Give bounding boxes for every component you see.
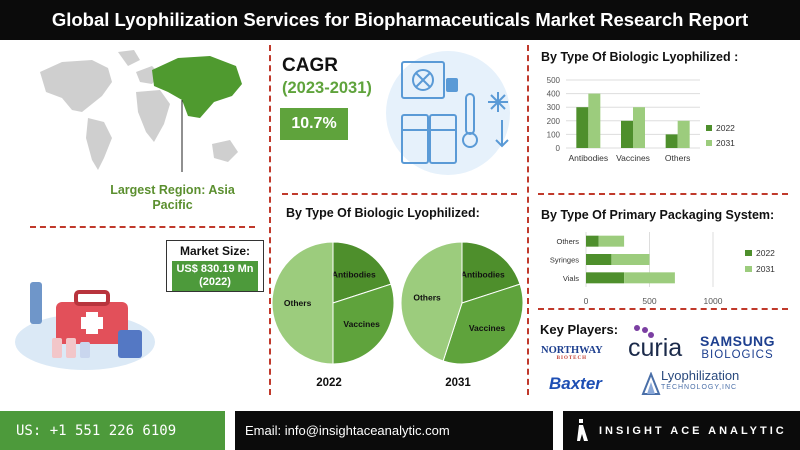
pie-2022-slice-antibodies <box>332 241 392 304</box>
curia-dots-icon <box>634 325 640 331</box>
pie-year-label: 2031 <box>445 377 471 389</box>
pie-2022-slice-vaccines <box>332 283 395 365</box>
hbar-others-2031 <box>598 235 625 247</box>
pie-slice-label: Vaccines <box>343 319 380 329</box>
hbar-syringes-2031 <box>611 254 650 265</box>
footer-email: Email: info@insightaceanalytic.com <box>235 411 553 450</box>
divider-right <box>527 45 529 395</box>
bar-ytick-label: 500 <box>547 76 561 85</box>
bar-ytick-label: 300 <box>547 103 561 112</box>
lyophilization-logo-icon <box>641 372 661 395</box>
bar-legend-label: 2022 <box>716 123 735 133</box>
hbar-xtick-label: 0 <box>584 296 589 306</box>
samsung-biologics-logo: SAMSUNG BIOLOGICS <box>700 334 775 362</box>
baxter-logo: Baxter <box>549 374 602 393</box>
bar-others-2022 <box>665 134 678 148</box>
pie-slice-label: Vaccines <box>469 323 506 333</box>
divider-middle-horizontal <box>282 193 517 195</box>
bar-ytick-label: 200 <box>547 117 561 126</box>
report-title: Global Lyophilization Services for Bioph… <box>0 0 800 40</box>
northway-logo-name: NORTHWAY <box>541 345 603 356</box>
curia-logo: curia <box>628 325 683 363</box>
bar-legend-label: 2031 <box>716 138 735 148</box>
hbar-legend-label: 2022 <box>756 248 775 258</box>
market-size-value: US$ 830.19 Mn (2022) <box>172 261 258 291</box>
brand-logo-icon <box>577 419 588 441</box>
bar-category-label: Others <box>665 153 691 163</box>
bar-legend-swatch <box>706 125 712 131</box>
asia-pacific-region <box>152 56 242 118</box>
key-players-title: Key Players: <box>540 322 619 337</box>
cagr-title: CAGR <box>282 55 338 76</box>
bar-vaccines-2031 <box>633 107 645 148</box>
packaging-chart-title: By Type Of Primary Packaging System: <box>541 208 775 222</box>
market-size-box: Market Size: US$ 830.19 Mn (2022) <box>166 240 264 292</box>
pie-2031-slice-others <box>400 241 463 362</box>
cagr-years: (2023-2031) <box>282 79 372 97</box>
samsung-logo-name: SAMSUNG <box>700 333 776 349</box>
northway-logo-sub: BIOTECH <box>556 356 588 361</box>
hbar-vials-2022 <box>586 272 625 284</box>
pie-2031-slice-vaccines <box>442 283 524 365</box>
pie-slice-label: Antibodies <box>461 269 505 279</box>
pie-slice-label: Antibodies <box>332 269 376 279</box>
hbar-xtick-label: 500 <box>642 296 656 306</box>
samsung-logo-sub: BIOLOGICS <box>701 349 774 361</box>
northway-logo: NORTHWAY BIOTECH <box>541 345 603 361</box>
bar-antibodies-2031 <box>588 93 601 148</box>
pie-2022-slice-others <box>271 241 334 365</box>
divider-left <box>269 45 271 395</box>
hbar-legend-swatch <box>745 250 752 256</box>
divider-right-bottom <box>538 308 788 310</box>
lyophilization-technology-logo: Lyophilization TECHNOLOGY,INC <box>641 368 740 395</box>
bar-ytick-label: 400 <box>547 90 561 99</box>
largest-region-label: Largest Region: Asia Pacific <box>110 183 235 212</box>
hbar-others-2022 <box>586 235 599 247</box>
hbar-category-label: Others <box>556 237 579 246</box>
divider-right-top <box>538 193 788 195</box>
bar-category-label: Antibodies <box>568 153 608 163</box>
cagr-value: 10.7% <box>280 108 348 140</box>
footer-phone: US: +1 551 226 6109 <box>0 411 225 450</box>
bar-chart-title: By Type Of Biologic Lyophilized : <box>541 50 739 64</box>
pie-slice-label: Others <box>284 298 312 308</box>
hbar-category-label: Vials <box>563 274 579 283</box>
hbar-category-label: Syringes <box>550 256 579 265</box>
pie-slice-label: Others <box>413 292 441 302</box>
pie-2031-slice-antibodies <box>461 241 521 304</box>
bar-category-label: Vaccines <box>616 153 650 163</box>
divider-left-horizontal <box>30 226 255 228</box>
bar-legend-swatch <box>706 140 712 146</box>
bar-others-2031 <box>677 120 690 148</box>
curia-logo-name: curia <box>628 334 683 362</box>
pie-charts-title: By Type Of Biologic Lyophilized: <box>286 206 480 220</box>
hbar-syringes-2022 <box>586 254 612 265</box>
hbar-legend-swatch <box>745 266 752 272</box>
pie-year-label: 2022 <box>316 377 342 389</box>
bar-ytick-label: 0 <box>556 144 561 153</box>
bar-vaccines-2022 <box>621 120 633 148</box>
lyophilization-logo-sub: TECHNOLOGY,INC <box>661 384 738 391</box>
brand-name: INSIGHT ACE ANALYTIC <box>599 424 787 437</box>
hbar-vials-2031 <box>624 272 675 284</box>
market-size-title: Market Size: <box>179 244 251 258</box>
bar-ytick-label: 100 <box>547 130 561 139</box>
lyophilization-logo-name: Lyophilization <box>661 368 740 383</box>
hbar-xtick-label: 1000 <box>704 296 723 306</box>
hbar-legend-label: 2031 <box>756 264 775 274</box>
bar-antibodies-2022 <box>576 107 589 148</box>
footer-brand: INSIGHT ACE ANALYTIC <box>563 411 800 450</box>
